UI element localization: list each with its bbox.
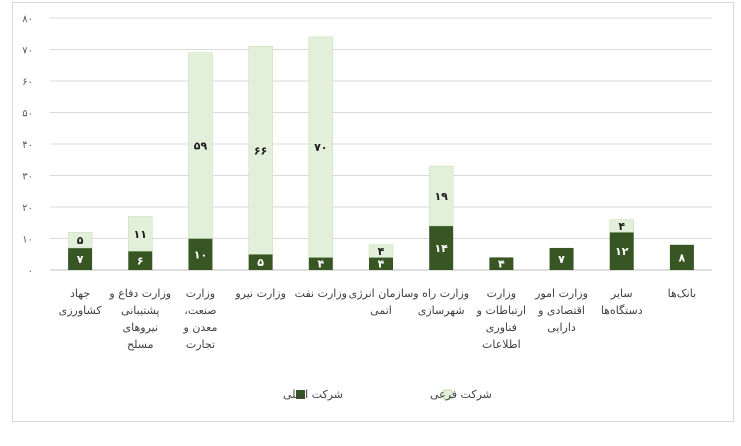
y-tick-label: ۸۰ [22,14,33,25]
x-category-label: وزارت نیرو [234,287,286,300]
legend-item: شرکت فرعی [430,388,492,401]
x-category-label-line: دارایی [547,321,576,334]
data-label: ۱۱ [134,228,147,241]
x-category-label: وزارت نفت [295,287,347,300]
legend-label: شرکت اصلی [283,388,343,401]
x-category-label-line: وزارت راه و [412,287,469,300]
x-category-label-line: وزارت نفت [295,287,347,300]
x-category-label: بانک‌ها [668,287,696,300]
data-label: ۴ [498,258,505,271]
x-category-label-line: شهرسازی [418,304,465,317]
bar-main-company [609,232,634,270]
bar-main-company [248,254,273,270]
x-category-label-line: بانک‌ها [668,287,696,300]
y-tick-label: ۱۰ [22,235,33,246]
legend: شرکت فرعی شرکت اصلی [283,388,492,401]
bar-subsidiary-company [368,244,394,258]
data-label: ۴ [378,245,385,258]
x-category-label: وزارت ارتباطات و فناوری اطلاعات [476,287,526,351]
bar-main-company [128,251,153,270]
x-category-label-line: سایر [610,287,633,300]
bar-subsidiary-company [67,231,93,249]
x-category-label-line: وزارت [487,287,516,300]
data-label: ۷ [77,253,84,266]
data-label: ۷ [558,253,565,266]
bar-subsidiary-company [609,219,634,233]
y-tick-label: ۰ [28,266,33,277]
x-category-label-line: پشتیبانی [121,304,159,317]
bar-subsidiary-company [128,216,153,252]
bar-main-company [429,225,454,270]
x-category-label-line: صنعت، [184,304,216,317]
y-tick-label: ۶۰ [22,77,33,88]
data-label: ۱۰ [194,248,207,261]
x-category-label-line: جهاد [70,287,90,300]
x-category-label: وزارت راه و شهرسازی [412,287,469,317]
gridlines [50,17,712,271]
legend-item: شرکت اصلی [283,388,343,401]
x-category-label: وزارت صنعت، معدن و تجارت [183,287,218,351]
x-category-label: وزارت امور اقتصادی و دارایی [534,287,588,334]
bar-main-company [308,257,333,270]
data-label: ۴ [378,258,385,271]
x-category-label-line: سازمان انرژی [349,287,414,300]
x-category-label-line: وزارت نیرو [234,287,286,300]
data-label: ۸ [679,251,686,264]
bars [67,36,694,270]
y-tick-label: ۲۰ [22,203,33,214]
x-category-label-line: معدن و [183,321,218,334]
data-label: ۵ [77,234,84,247]
legend-swatch [296,390,305,399]
x-category-label: جهاد کشاورزی [59,287,103,317]
legend-swatch [442,389,453,400]
chart-frame [12,2,734,422]
bar-subsidiary-company [428,165,454,227]
y-tick-label: ۳۰ [22,172,33,183]
x-category-label: سازمان انرژی اتمی [349,287,414,317]
data-label: ۵ [257,256,264,269]
x-category-label-line: نیروهای [123,321,159,334]
data-label: ۱۹ [434,190,448,203]
data-label: ۷۰ [314,141,327,154]
bar-main-company [369,257,393,270]
x-category-label-line: فناوری [486,321,517,334]
data-label: ۶۶ [254,144,267,157]
bar-main-company [669,244,694,270]
bar-subsidiary-company [308,36,334,258]
x-category-label-line: اتمی [370,304,392,317]
x-category-label-line: وزارت [186,287,215,300]
x-category-label-line: کشاورزی [59,304,103,317]
bar-subsidiary-company [188,52,213,239]
x-category-label-line: تجارت [186,338,215,351]
x-category-label-line: اطلاعات [482,338,521,351]
y-tick-label: ۴۰ [22,140,33,151]
bar-main-company [549,247,574,270]
x-category-label-line: مسلح [127,338,154,351]
data-label: ۶ [137,255,144,268]
y-axis: ۰ ۱۰ ۲۰ ۳۰ ۴۰ ۵۰ ۶۰ ۷۰ ۸۰ [22,14,33,277]
x-category-label-line: اقتصادی و [537,304,585,317]
x-axis: جهاد کشاورزی وزارت دفاع و پشتیبانی نیروهای مس… [59,287,697,351]
legend-label: شرکت فرعی [430,388,492,401]
data-label: ۴ [618,220,625,233]
x-category-label-line: وزارت دفاع و [108,287,171,300]
data-label: ۴ [317,258,324,271]
data-label: ۵۹ [194,140,208,153]
x-category-label-line: وزارت امور [534,287,588,300]
x-category-label-line: دستگاه‌ها [601,304,643,317]
data-label: ۱۲ [615,245,629,258]
y-tick-label: ۷۰ [22,46,33,57]
bar-subsidiary-company [248,46,273,255]
bar-main-company [489,257,514,270]
data-label: ۱۴ [434,242,448,255]
y-tick-label: ۵۰ [22,109,33,120]
x-category-label: وزارت دفاع و پشتیبانی نیروهای مسلح [108,287,171,351]
x-category-label: سایر دستگاه‌ها [601,287,643,317]
bar-main-company [188,238,213,270]
bar-main-company [68,247,93,270]
x-category-label-line: ارتباطات و [476,304,526,317]
